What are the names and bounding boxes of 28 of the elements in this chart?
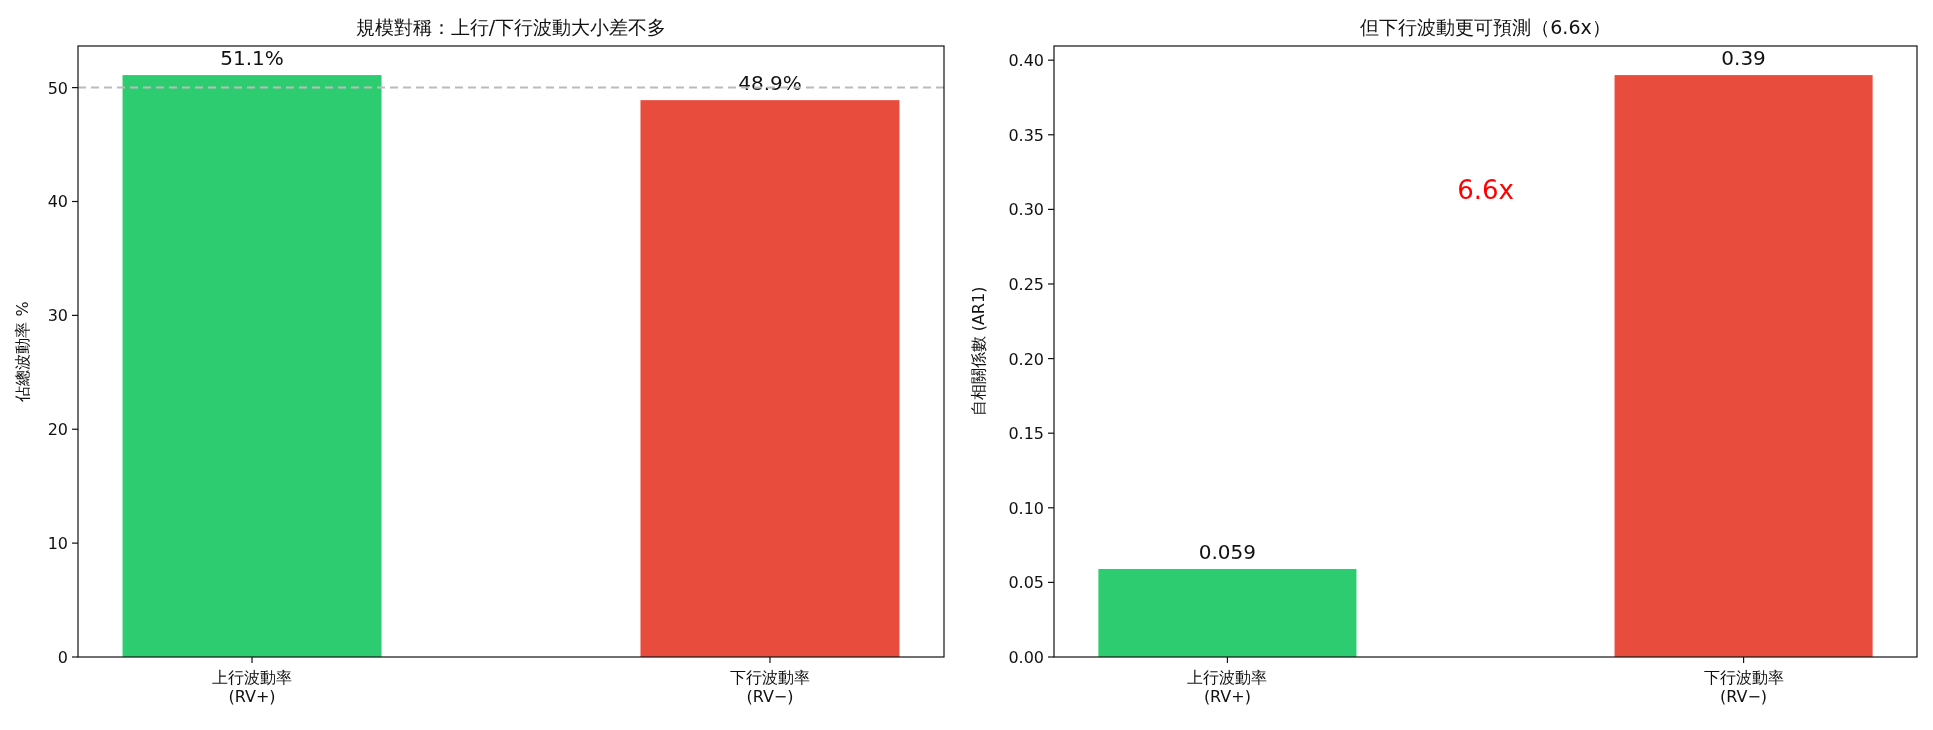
y-axis-title: 自相關係數 (AR1)	[969, 286, 988, 417]
y-tick-label: 0.15	[1008, 424, 1044, 444]
y-tick-label: 0.35	[1008, 125, 1044, 145]
data-label: 51.1%	[220, 46, 284, 71]
x-tick-label: 下行波動率 (RV−)	[1703, 668, 1784, 706]
y-tick-label: 0.30	[1008, 200, 1044, 220]
y-tick-label: 0	[57, 648, 68, 667]
y-tick-label: 50	[47, 78, 68, 98]
y-tick-label: 10	[47, 534, 68, 554]
data-label: 0.39	[1721, 46, 1766, 71]
data-label: 0.059	[1198, 539, 1257, 564]
y-tick-label: 0.05	[1008, 573, 1044, 593]
y-tick-label: 0.40	[1008, 51, 1044, 71]
x-tick-label: 下行波動率 (RV−)	[729, 668, 810, 706]
y-tick-label: 0.25	[1008, 274, 1044, 294]
annotation: 6.6x	[1457, 174, 1514, 205]
data-label: 48.9%	[738, 71, 802, 96]
y-tick-label: 40	[47, 192, 68, 212]
chart-title: 但下行波動更可預測（6.6x）	[1360, 16, 1611, 38]
chart-title: 規模對稱：上行/下行波動大小差不多	[355, 16, 667, 38]
x-tick-label: 上行波動率 (RV+)	[1187, 668, 1268, 706]
y-axis-title: 佔總波動率 %	[13, 301, 32, 403]
y-tick-label: 30	[47, 306, 68, 326]
x-tick-label: 上行波動率 (RV+)	[212, 668, 293, 706]
y-tick-label: 0.00	[1008, 648, 1044, 667]
y-tick-label: 0.20	[1008, 349, 1044, 369]
y-tick-label: 20	[47, 420, 68, 440]
y-tick-label: 0.10	[1008, 498, 1044, 518]
